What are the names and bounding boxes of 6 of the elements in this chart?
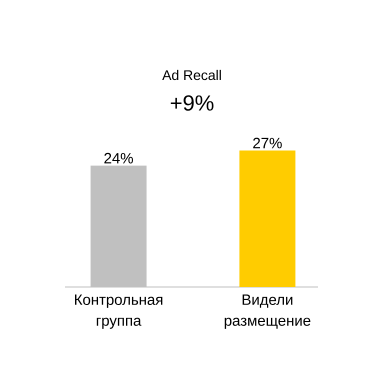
text: +9% [170,95,214,111]
data-label: 24% [104,152,133,164]
x-tick-label: Видели размещение [224,294,310,329]
chart-title: Ad Recall [162,70,221,80]
data-label: 27% [253,138,282,148]
x-tick-label: Контрольная группа [75,294,162,329]
